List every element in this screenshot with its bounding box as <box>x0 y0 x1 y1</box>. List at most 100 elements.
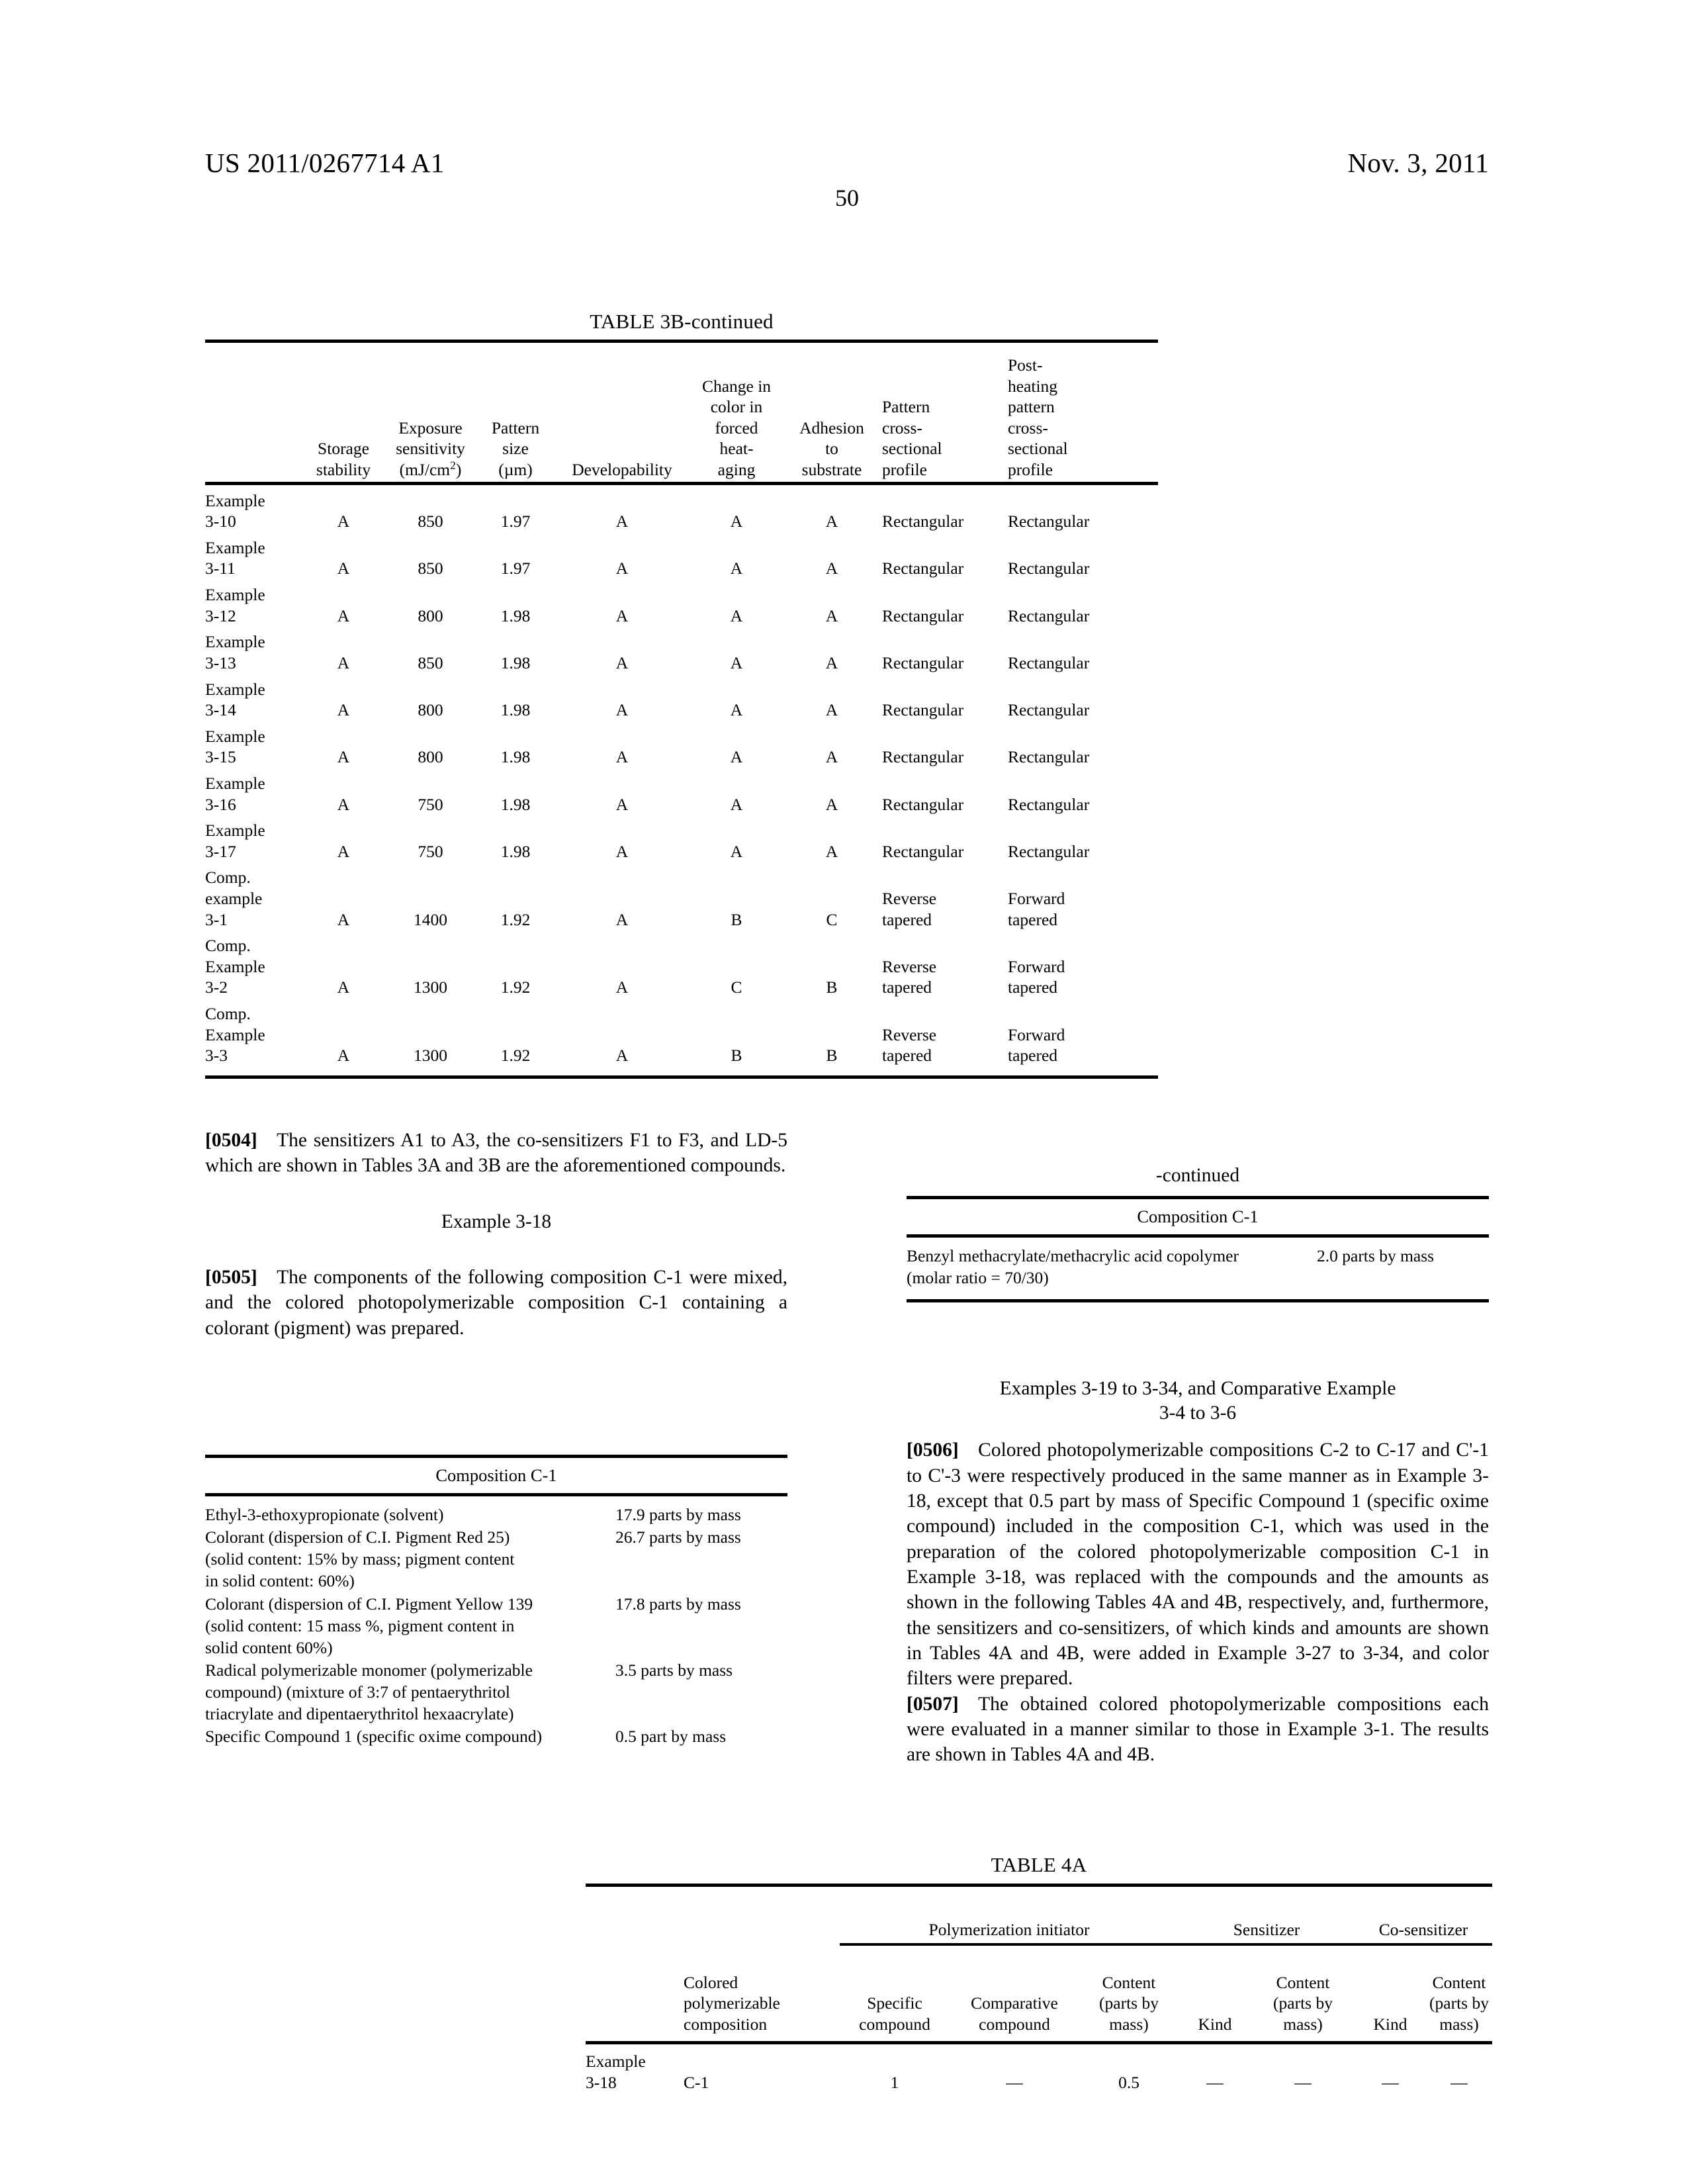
col-header-post-heating-cross-section: Post- heating pattern cross- sectional p… <box>1008 355 1068 480</box>
cell-change-in-color: A <box>730 653 743 672</box>
cell-exposure-sensitivity: 800 <box>418 747 443 767</box>
group-rule <box>1179 1940 1355 1946</box>
cell-pattern-cross-section: Rectangular <box>882 512 964 531</box>
paragraph-0505: [0505] The components of the following co… <box>205 1265 787 1341</box>
col-header-specific-compound: Specific compound <box>859 1993 930 2034</box>
table-3b-head: Storage stability Exposure sensitivity (mJ… <box>205 343 1158 482</box>
group-header-polymerization-initiator: Polymerization initiator <box>840 1920 1179 1948</box>
cell-comparative-compound: — <box>1006 2073 1023 2093</box>
col-header-pattern-size: Pattern size (µm) <box>491 418 540 480</box>
cell-storage-stability: A <box>337 653 350 672</box>
paragraph-number: [0504] <box>205 1130 257 1151</box>
publication-date: Nov. 3, 2011 <box>1347 148 1489 178</box>
cell-post-heating-cross-section: Rectangular <box>1008 841 1090 861</box>
cell-pattern-size: 1.97 <box>500 512 531 531</box>
col-header-colored-polymerizable-composition: Colored polymerizable composition <box>684 1972 780 2034</box>
group-label-text: Co-sensitizer <box>1378 1920 1468 1939</box>
col-header-co-sensitizer-kind: Kind <box>1373 2014 1407 2034</box>
component-name: Colorant (dispersion of C.I. Pigment Red… <box>205 1527 515 1591</box>
cell-post-heating-cross-section: Forward tapered <box>1008 956 1065 997</box>
cell-developability: A <box>615 700 629 720</box>
cell-exposure-sensitivity: 1300 <box>414 1046 447 1066</box>
cell-colored-polymerizable-composition: C-1 <box>684 2073 709 2093</box>
cell-specific-compound: 1 <box>890 2073 899 2093</box>
cell-name: Comp. Example 3-3 <box>205 1004 265 1066</box>
spacer <box>586 1887 1492 1920</box>
cell-pattern-size: 1.98 <box>500 653 531 672</box>
cell-pattern-cross-section: Reverse tapered <box>882 1024 937 1066</box>
table-row: Example 3-14 A 800 1.98 A A A Rectangula… <box>205 674 1158 721</box>
cell-adhesion: A <box>825 559 838 578</box>
cell-developability: A <box>615 841 629 861</box>
component-amount: 17.9 parts by mass <box>615 1505 741 1524</box>
cell-adhesion: A <box>825 606 838 625</box>
table-row: Example 3-15 A 800 1.98 A A A Rectangula… <box>205 721 1158 768</box>
group-rule <box>1355 1940 1492 1946</box>
cell-pattern-size: 1.98 <box>500 606 531 625</box>
heading-examples-3-19: Examples 3-19 to 3-34, and Comparative E… <box>999 1378 1396 1424</box>
cell-pattern-cross-section: Rectangular <box>882 747 964 767</box>
paragraph-text: Colored photopolymerizable compositions … <box>907 1439 1489 1690</box>
cell-adhesion: A <box>825 512 838 531</box>
continued-grid: Benzyl methacrylate/methacrylic acid cop… <box>907 1244 1489 1289</box>
cell-developability: A <box>615 747 629 767</box>
col-header-name <box>586 1972 684 2035</box>
cell-change-in-color: B <box>731 909 742 929</box>
table-4a-top-rule <box>586 1884 1492 1887</box>
running-head: US 2011/0267714 A1 Nov. 3, 2011 <box>205 147 1489 179</box>
table-4a-caption: TABLE 4A <box>991 1853 1087 1876</box>
paragraph-0507: [0507] The obtained colored photopolymeri… <box>907 1692 1489 1768</box>
list-item: Colorant (dispersion of C.I. Pigment Yel… <box>205 1592 787 1659</box>
cell-exposure-sensitivity: 850 <box>418 653 443 672</box>
cell-pattern-cross-section: Reverse tapered <box>882 889 937 929</box>
table-row: Example 3-10 A 850 1.97 A A A Rectangula… <box>205 485 1158 532</box>
table-4a-head: Polymerization initiator Sensitizer Co-s… <box>586 1887 1492 2034</box>
cell-change-in-color: A <box>730 747 743 767</box>
cell-pattern-size: 1.98 <box>500 700 531 720</box>
list-item: Benzyl methacrylate/methacrylic acid cop… <box>907 1244 1489 1289</box>
cell-sensitizer-content: — <box>1294 2073 1312 2093</box>
cell-pattern-size: 1.98 <box>500 794 531 814</box>
cell-initiator-content: 0.5 <box>1118 2073 1139 2093</box>
cell-developability: A <box>615 653 629 672</box>
col-header-sensitizer-kind: Kind <box>1198 2014 1232 2034</box>
paragraph-text: The sensitizers A1 to A3, the co-sensiti… <box>205 1130 787 1177</box>
cell-change-in-color: B <box>731 1046 742 1066</box>
right-column: Examples 3-19 to 3-34, and Comparative E… <box>907 1357 1489 1768</box>
cell-name: Example 3-16 <box>205 773 265 814</box>
cell-pattern-size: 1.92 <box>500 978 531 997</box>
cell-change-in-color: C <box>731 978 742 997</box>
table-4a-header-rule <box>586 2041 1492 2045</box>
cell-developability: A <box>615 559 629 578</box>
cell-adhesion: C <box>826 909 838 929</box>
composition-c1-grid: Ethyl-3-ethoxypropionate (solvent) 17.9 … <box>205 1503 787 1748</box>
cell-pattern-cross-section: Rectangular <box>882 606 964 625</box>
col-header-exposure-sensitivity: Exposure sensitivity (mJ/cm2) <box>396 418 465 480</box>
table-3b-header-row: Storage stability Exposure sensitivity (mJ… <box>205 355 1158 482</box>
cell-change-in-color: A <box>730 841 743 861</box>
col-header-adhesion: Adhesion to substrate <box>799 418 864 480</box>
cell-co-sensitizer-content: — <box>1450 2073 1468 2093</box>
cell-name: Example 3-11 <box>205 537 265 578</box>
cell-name: Example 3-15 <box>205 726 265 767</box>
cont-header-rule <box>907 1234 1489 1238</box>
list-item: Specific Compound 1 (specific oxime comp… <box>205 1725 787 1747</box>
group-spacer-comp <box>684 1920 840 1948</box>
cell-change-in-color: A <box>730 794 743 814</box>
cell-exposure-sensitivity: 850 <box>418 559 443 578</box>
table-3b-top-rule <box>205 340 1158 343</box>
cell-name: Comp. example 3-1 <box>205 868 263 929</box>
patent-number: US 2011/0267714 A1 <box>205 148 445 178</box>
group-label-text: Polymerization initiator <box>928 1920 1090 1939</box>
cell-storage-stability: A <box>337 1046 350 1066</box>
col-header-developability: Developability <box>572 460 672 480</box>
cell-developability: A <box>615 606 629 625</box>
group-header-co-sensitizer: Co-sensitizer <box>1355 1920 1492 1948</box>
cell-storage-stability: A <box>337 700 350 720</box>
paragraph-number: [0506] <box>907 1439 959 1461</box>
table-3b-body: Example 3-10 A 850 1.97 A A A Rectangula… <box>205 481 1158 1066</box>
cell-adhesion: A <box>825 794 838 814</box>
table-3b: TABLE 3B-continued Storage stability Exp… <box>205 310 1158 1079</box>
cell-post-heating-cross-section: Rectangular <box>1008 606 1090 625</box>
